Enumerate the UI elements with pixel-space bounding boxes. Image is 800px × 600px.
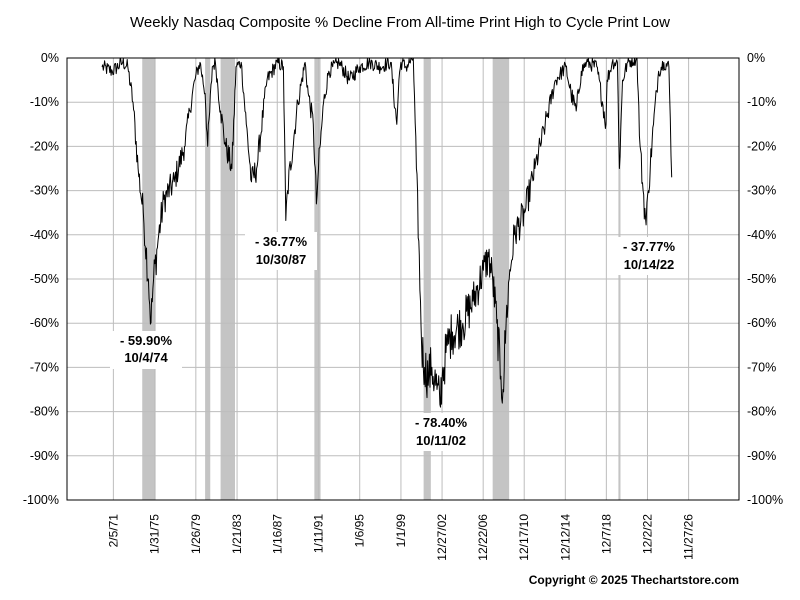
y-tick-label-left: -20% xyxy=(30,139,59,153)
y-tick-label-right: -10% xyxy=(747,95,776,109)
y-tick-label-right: 0% xyxy=(747,51,765,65)
annotation-percent: - 78.40% xyxy=(415,415,467,430)
low-annotation: - 59.90% 10/4/74 xyxy=(110,331,182,369)
y-tick-label-right: -50% xyxy=(747,272,776,286)
y-tick-label-right: -90% xyxy=(747,449,776,463)
x-tick-label: 12/27/02 xyxy=(435,514,449,561)
annotation-date: 10/14/22 xyxy=(624,257,675,272)
annotation-date: 10/4/74 xyxy=(124,350,168,365)
annotation-percent: - 37.77% xyxy=(623,239,675,254)
chart-title: Weekly Nasdaq Composite % Decline From A… xyxy=(130,14,670,31)
low-annotation: - 36.77% 10/30/87 xyxy=(245,232,317,270)
annotation-box xyxy=(613,237,685,275)
y-tick-label-left: -60% xyxy=(30,316,59,330)
x-tick-label: 11/27/26 xyxy=(682,514,696,560)
x-tick-label: 12/12/14 xyxy=(558,514,572,561)
x-tick-label: 1/31/75 xyxy=(148,514,162,554)
y-tick-label-left: -50% xyxy=(30,272,59,286)
x-tick-label: 1/26/79 xyxy=(189,514,203,554)
y-axis-labels: 0% 0% -10% -10% -20% -20% -30% -30% -40% -40% -50%… xyxy=(23,51,783,507)
y-tick-label-left: -100% xyxy=(23,493,59,507)
y-tick-label-left: -70% xyxy=(30,360,59,374)
x-tick-label: 1/16/87 xyxy=(270,514,284,554)
y-tick-label-left: -10% xyxy=(30,95,59,109)
x-tick-label: 12/17/10 xyxy=(517,514,531,561)
low-annotation: - 37.77% 10/14/22 xyxy=(613,237,685,275)
y-tick-label-left: -30% xyxy=(30,184,59,198)
annotation-percent: - 36.77% xyxy=(255,234,307,249)
annotations: - 59.90% 10/4/74 - 36.77% 10/30/87 - 78.40% 1… xyxy=(110,232,685,451)
y-tick-label-left: -40% xyxy=(30,228,59,242)
y-tick-label-right: -40% xyxy=(747,228,776,242)
annotation-box xyxy=(245,232,317,270)
annotation-box xyxy=(405,413,477,451)
x-tick-label: 1/1/99 xyxy=(394,514,408,548)
x-tick-label: 1/21/83 xyxy=(230,514,244,554)
annotation-box xyxy=(110,331,182,369)
y-tick-label-left: -80% xyxy=(30,405,59,419)
series-layer xyxy=(101,57,673,408)
annotation-date: 10/11/02 xyxy=(416,433,466,448)
plot-frame xyxy=(66,57,740,501)
x-tick-label: 1/6/95 xyxy=(353,514,367,548)
annotation-date: 10/30/87 xyxy=(256,252,307,267)
y-tick-label-right: -100% xyxy=(747,493,783,507)
x-tick-label: 12/22/06 xyxy=(476,514,490,561)
x-tick-label: 2/5/71 xyxy=(106,514,120,548)
x-axis-labels: 2/5/71 1/31/75 1/26/79 1/21/83 1/16/87 1/11/9… xyxy=(106,514,695,561)
y-tick-label-right: -60% xyxy=(747,316,776,330)
series-line xyxy=(101,57,673,408)
annotation-percent: - 59.90% xyxy=(120,333,172,348)
x-tick-label: 12/2/22 xyxy=(640,514,654,554)
y-tick-label-right: -70% xyxy=(747,360,776,374)
y-tick-label-right: -20% xyxy=(747,139,776,153)
y-tick-label-right: -80% xyxy=(747,405,776,419)
y-tick-label-left: -90% xyxy=(30,449,59,463)
low-annotation: - 78.40% 10/11/02 xyxy=(405,413,477,451)
y-tick-label-right: -30% xyxy=(747,184,776,198)
x-tick-label: 1/11/91 xyxy=(311,514,325,553)
copyright-text: Copyright © 2025 Thechartstore.com xyxy=(529,573,739,587)
y-tick-label-left: 0% xyxy=(41,51,59,65)
x-tick-label: 12/7/18 xyxy=(599,514,613,554)
